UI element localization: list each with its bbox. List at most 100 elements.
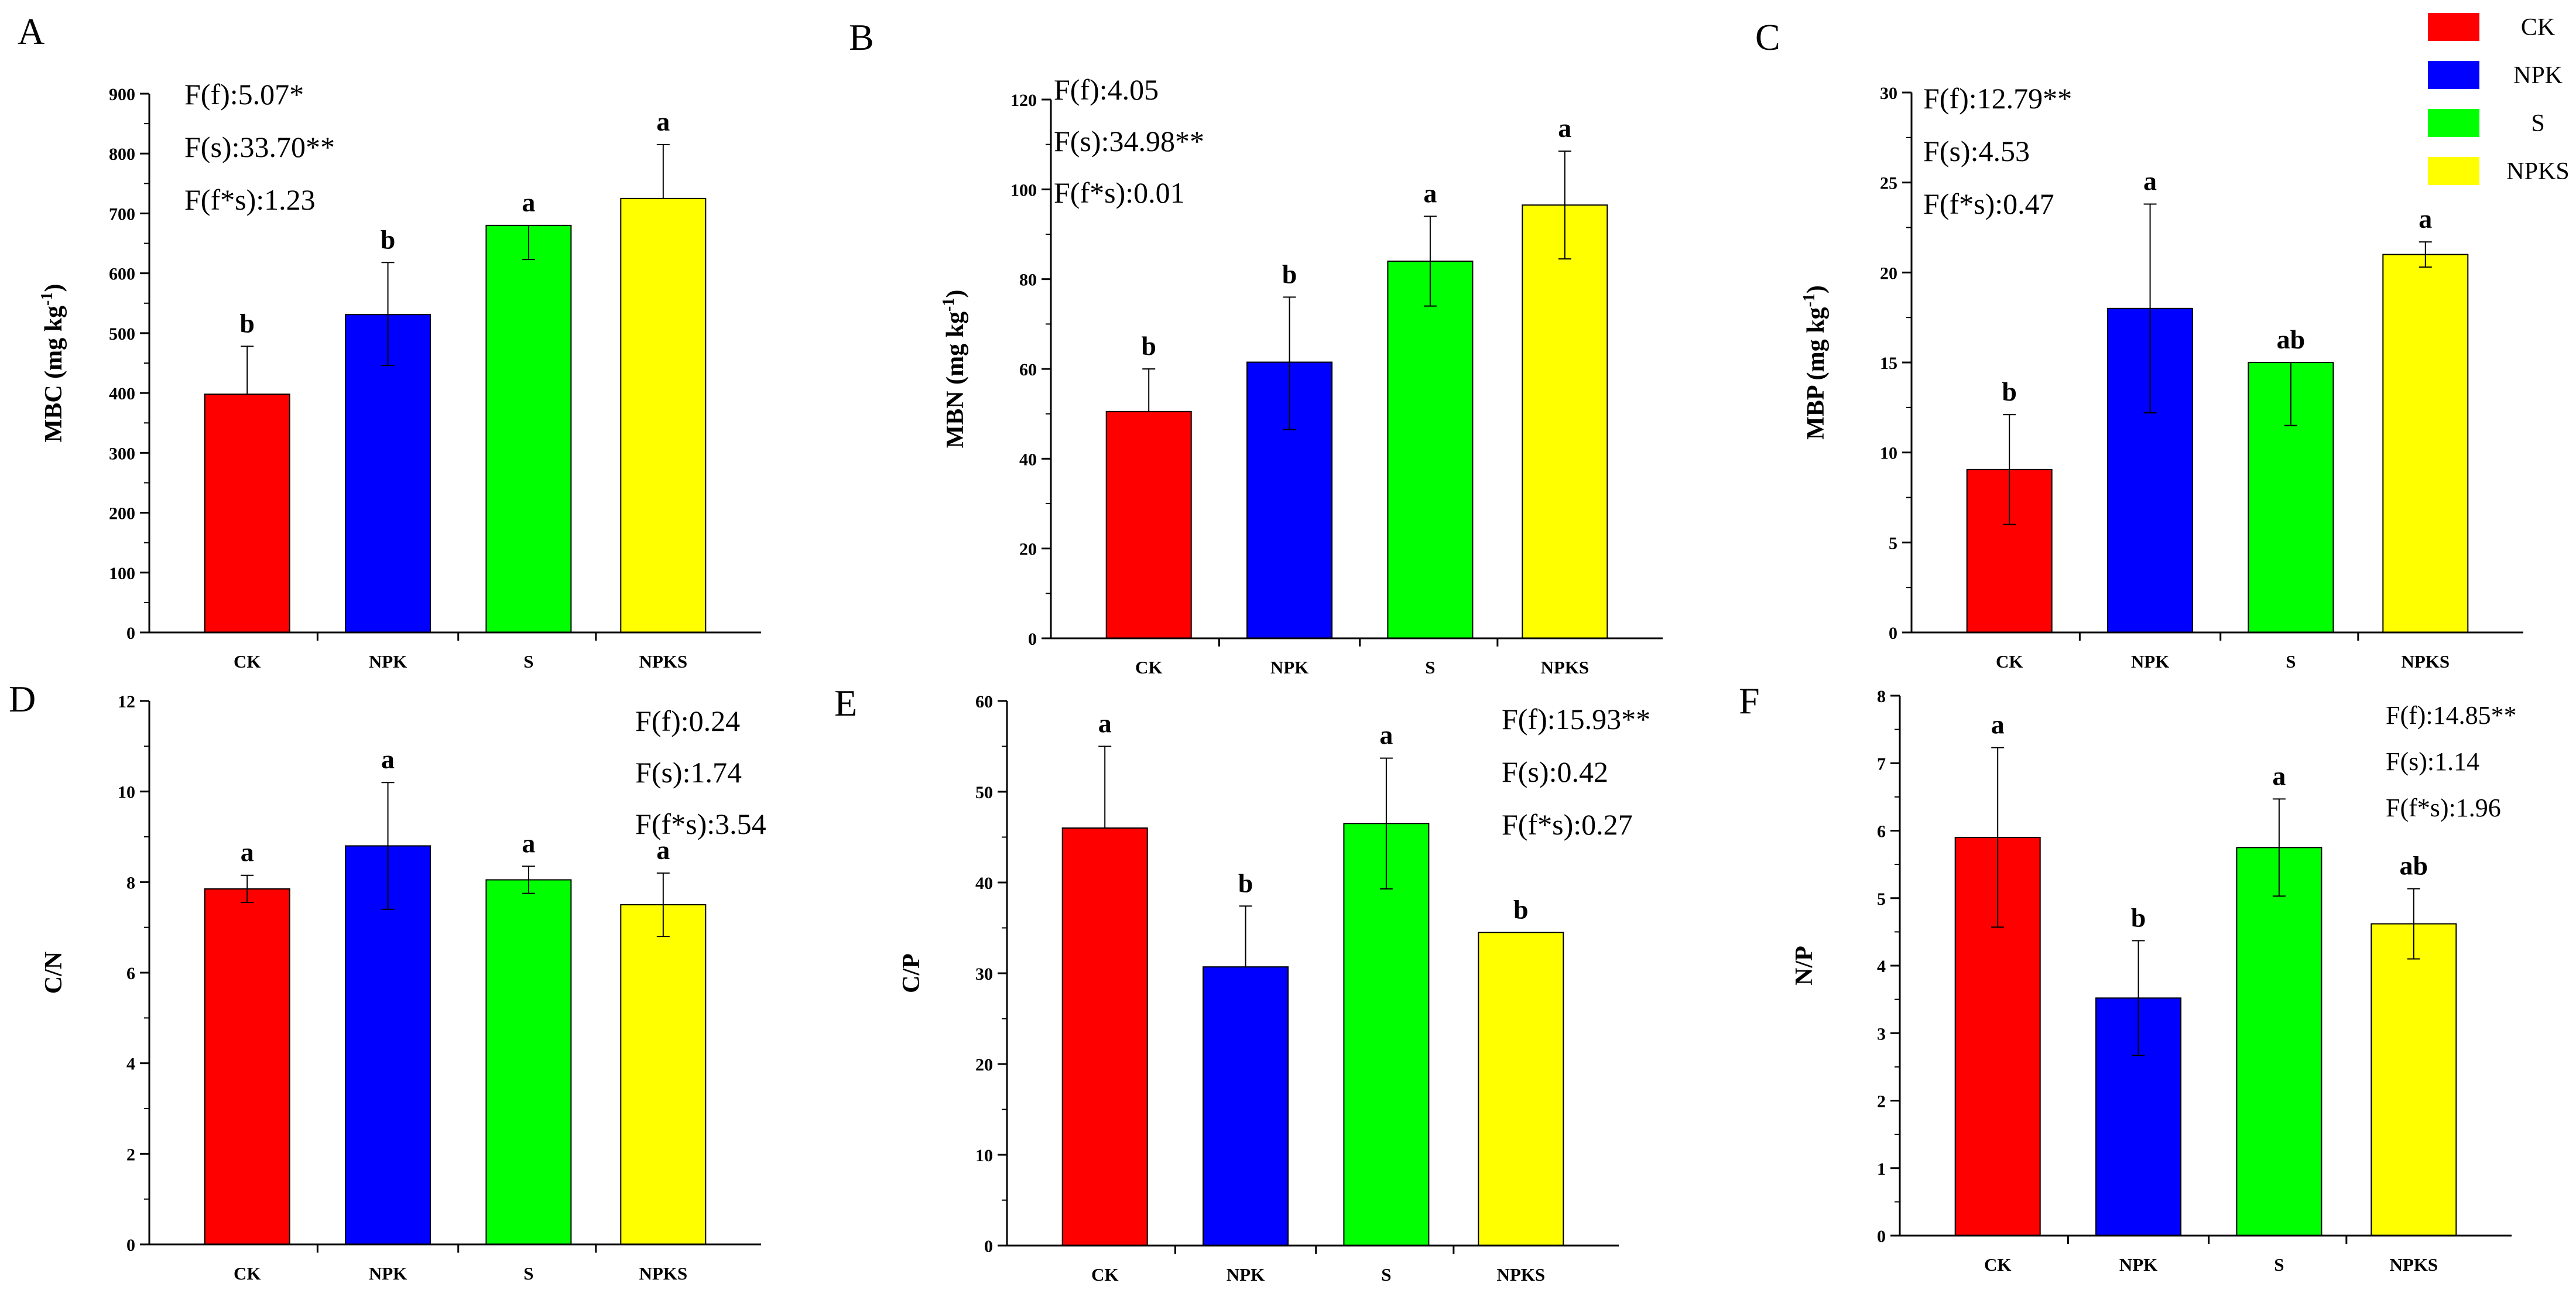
x-tick-label: S (2286, 651, 2296, 672)
y-axis-label: C/P (898, 953, 925, 993)
y-tick-label: 7 (1877, 754, 1886, 774)
significance-letter: ab (2400, 851, 2428, 881)
panel-B: Bb CK b NPK a Sa NPKS 0 20 40 60 80 100 120 MBN (mg kg… (849, 16, 1663, 678)
legend-label-npks: NPKS (2506, 158, 2569, 185)
x-tick-label: NPKS (2401, 651, 2450, 672)
y-tick-label: 0 (126, 1236, 135, 1255)
y-axis-label: MBN (mg kg-1) (940, 290, 969, 449)
bar-ck (1105, 411, 1192, 639)
x-tick-label: CK (1135, 657, 1163, 678)
significance-letter: a (1991, 710, 2005, 740)
bar-s (1387, 261, 1474, 639)
bar-npks (1522, 204, 1608, 639)
x-tick-label: NPK (369, 1263, 407, 1284)
panel-label: A (18, 11, 44, 52)
significance-letter: a (522, 828, 535, 858)
significance-letter: b (239, 308, 255, 338)
stats-annotation: F(s):34.98** (1054, 125, 1204, 158)
x-tick-label: CK (1996, 651, 2023, 672)
stats-annotation: F(s):4.53 (1923, 135, 2030, 167)
y-axis-label-text: MBN (mg kg (942, 312, 969, 448)
stats-annotation: F(f*s):0.47 (1923, 187, 2054, 220)
y-tick-label: 700 (109, 204, 135, 224)
y-axis-label-end: ) (1803, 285, 1830, 293)
y-axis-label-text: N/P (1791, 946, 1818, 986)
y-tick-label: 600 (109, 265, 135, 284)
significance-letter: b (1141, 331, 1156, 361)
significance-letter: a (1379, 720, 1393, 750)
y-tick-label: 80 (1019, 271, 1037, 290)
panel-F: Fa CK b NPK a Sab NPKS 0 1 2 3 4 5 6 7 8 N/P F(f):14.85**… (1739, 680, 2517, 1275)
panel-label: C (1755, 16, 1780, 58)
y-tick-label: 8 (1877, 687, 1886, 706)
x-tick-label: NPK (1270, 657, 1308, 678)
significance-letter: b (381, 224, 396, 254)
y-tick-label: 1 (1877, 1159, 1886, 1179)
y-tick-label: 300 (109, 444, 135, 463)
x-tick-label: NPKS (2389, 1254, 2438, 1275)
bar-s (2236, 847, 2322, 1236)
y-tick-label: 4 (126, 1055, 135, 1074)
y-tick-label: 5 (1889, 533, 1897, 553)
legend-label-npk: NPK (2513, 62, 2563, 89)
panel-label: D (9, 678, 36, 720)
bar-s (485, 879, 572, 1245)
bar-npks (620, 904, 707, 1245)
bar-ck (204, 888, 290, 1245)
y-tick-label: 6 (126, 964, 135, 983)
y-tick-label: 2 (1877, 1092, 1886, 1111)
y-axis-label: MBP (mg kg-1) (1800, 285, 1830, 440)
y-tick-label: 8 (126, 873, 135, 892)
y-axis-label-superscript: -1 (38, 292, 56, 306)
y-tick-label: 10 (975, 1146, 993, 1165)
x-tick-label: S (2274, 1254, 2284, 1275)
y-axis-label-text: C/N (40, 952, 67, 994)
y-tick-label: 30 (1880, 84, 1897, 103)
significance-letter: a (2272, 761, 2286, 791)
y-tick-label: 6 (1877, 822, 1886, 842)
y-tick-label: 50 (975, 783, 993, 802)
y-tick-label: 12 (118, 692, 135, 712)
significance-letter: a (241, 837, 254, 867)
significance-letter: a (656, 107, 670, 136)
x-tick-label: CK (1091, 1264, 1119, 1285)
stats-annotation: F(f*s):1.23 (184, 183, 316, 216)
x-tick-label: CK (234, 1263, 261, 1284)
y-tick-label: 10 (1880, 444, 1897, 463)
significance-letter: a (1558, 113, 1571, 143)
bar-npks (1478, 932, 1564, 1246)
y-tick-label: 40 (975, 874, 993, 893)
y-tick-label: 2 (126, 1145, 135, 1164)
significance-letter: a (381, 744, 395, 774)
significance-letter: a (522, 187, 535, 217)
bar-npk (1203, 966, 1289, 1247)
bar-npks (620, 197, 707, 633)
y-tick-label: 15 (1880, 354, 1897, 373)
y-tick-label: 40 (1019, 450, 1037, 469)
significance-letter: ab (2277, 324, 2306, 354)
panel-label: E (834, 682, 857, 724)
y-tick-label: 120 (1010, 91, 1037, 110)
bar-ck (204, 394, 290, 634)
y-tick-label: 20 (975, 1055, 993, 1075)
panel-C: Cb CK a NPK ab Sa NPKS 0 5 10 15 20 25 30 MBP (mg kg-1… (1755, 16, 2523, 672)
y-tick-label: 20 (1880, 264, 1897, 283)
legend-swatch-s (2428, 109, 2479, 137)
significance-letter: b (2131, 902, 2146, 932)
significance-letter: b (1513, 894, 1529, 924)
x-tick-label: S (1425, 657, 1435, 678)
bar-npk (345, 314, 431, 633)
stats-annotation: F(f*s):0.01 (1054, 176, 1185, 209)
stats-annotation: F(s):0.42 (1502, 755, 1608, 788)
x-tick-label: NPKS (1496, 1264, 1545, 1285)
y-axis-label: C/N (40, 952, 67, 994)
stats-annotation: F(s):1.14 (2386, 747, 2479, 776)
x-tick-label: S (523, 1263, 533, 1284)
legend-label-ck: CK (2521, 14, 2555, 41)
y-tick-label: 100 (1010, 180, 1037, 200)
significance-letter: a (1098, 709, 1112, 738)
y-axis-label-end: ) (942, 290, 969, 298)
y-tick-label: 500 (109, 324, 135, 344)
significance-letter: b (2002, 377, 2017, 406)
y-tick-label: 200 (109, 504, 135, 524)
